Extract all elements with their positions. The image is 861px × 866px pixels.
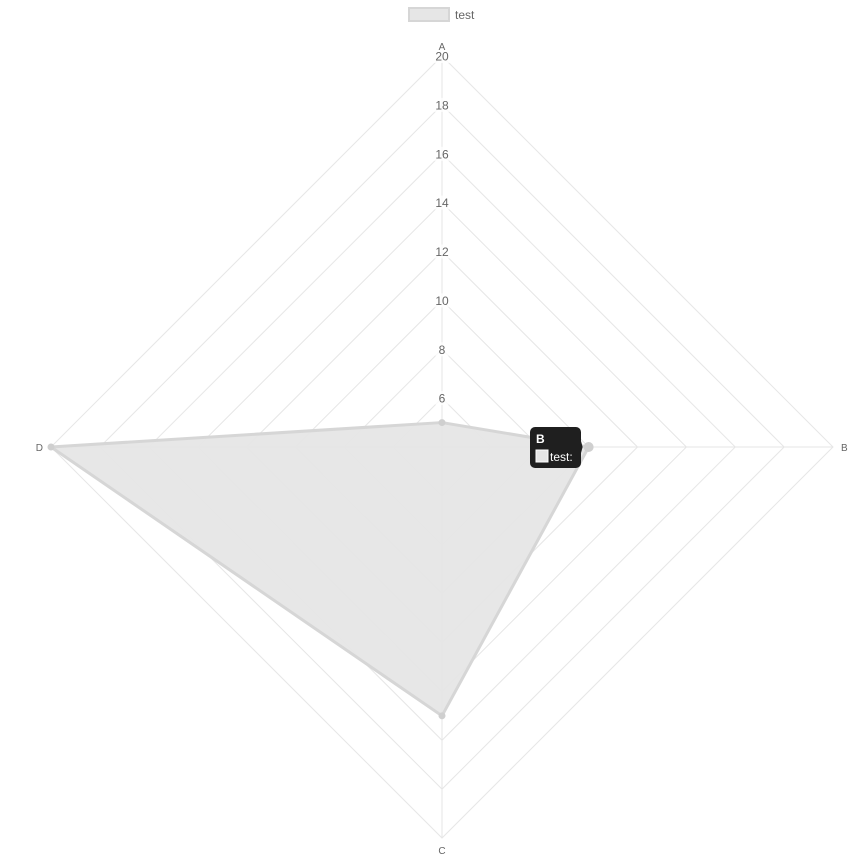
- data-point-D[interactable]: [47, 443, 55, 451]
- tick-label: 14: [435, 196, 449, 210]
- radar-data-layer: [47, 419, 594, 720]
- tick-label: 6: [439, 392, 446, 406]
- legend[interactable]: test: [408, 7, 475, 22]
- tick-label-backdrop: [432, 244, 452, 259]
- point-label-D: D: [36, 443, 43, 454]
- data-point-A[interactable]: [438, 419, 446, 427]
- tick-label-backdrop: [432, 97, 452, 112]
- tick-label: 16: [435, 147, 449, 161]
- tick-label: 10: [435, 294, 449, 308]
- tick-label: 8: [439, 343, 446, 357]
- tick-label: 20: [435, 50, 449, 64]
- tick-label-backdrop: [432, 293, 452, 308]
- point-label-C: C: [438, 846, 445, 857]
- tooltip-caret: [581, 441, 583, 453]
- tick-label-backdrop: [435, 391, 449, 406]
- radar-labels-layer: 6 8 10 12 14 16 18 20A B C D: [36, 42, 848, 857]
- data-point-B[interactable]: [583, 442, 594, 452]
- point-label-B: B: [841, 443, 848, 454]
- tick-label: 18: [435, 98, 449, 112]
- tick-label-backdrop: [432, 49, 452, 63]
- legend-swatch[interactable]: [408, 7, 450, 22]
- tick-label-backdrop: [432, 146, 452, 161]
- tooltip-body: test:: [550, 450, 573, 464]
- series-area-test: [49, 421, 591, 718]
- tick-label-backdrop: [432, 195, 452, 210]
- legend-label[interactable]: test: [455, 8, 475, 22]
- data-point-C[interactable]: [438, 712, 446, 720]
- tooltip-title: B: [536, 432, 545, 446]
- tooltip-swatch: [535, 449, 549, 463]
- tick-label: 12: [435, 245, 449, 259]
- point-label-A: A: [439, 42, 446, 53]
- tick-label-backdrop: [435, 342, 449, 357]
